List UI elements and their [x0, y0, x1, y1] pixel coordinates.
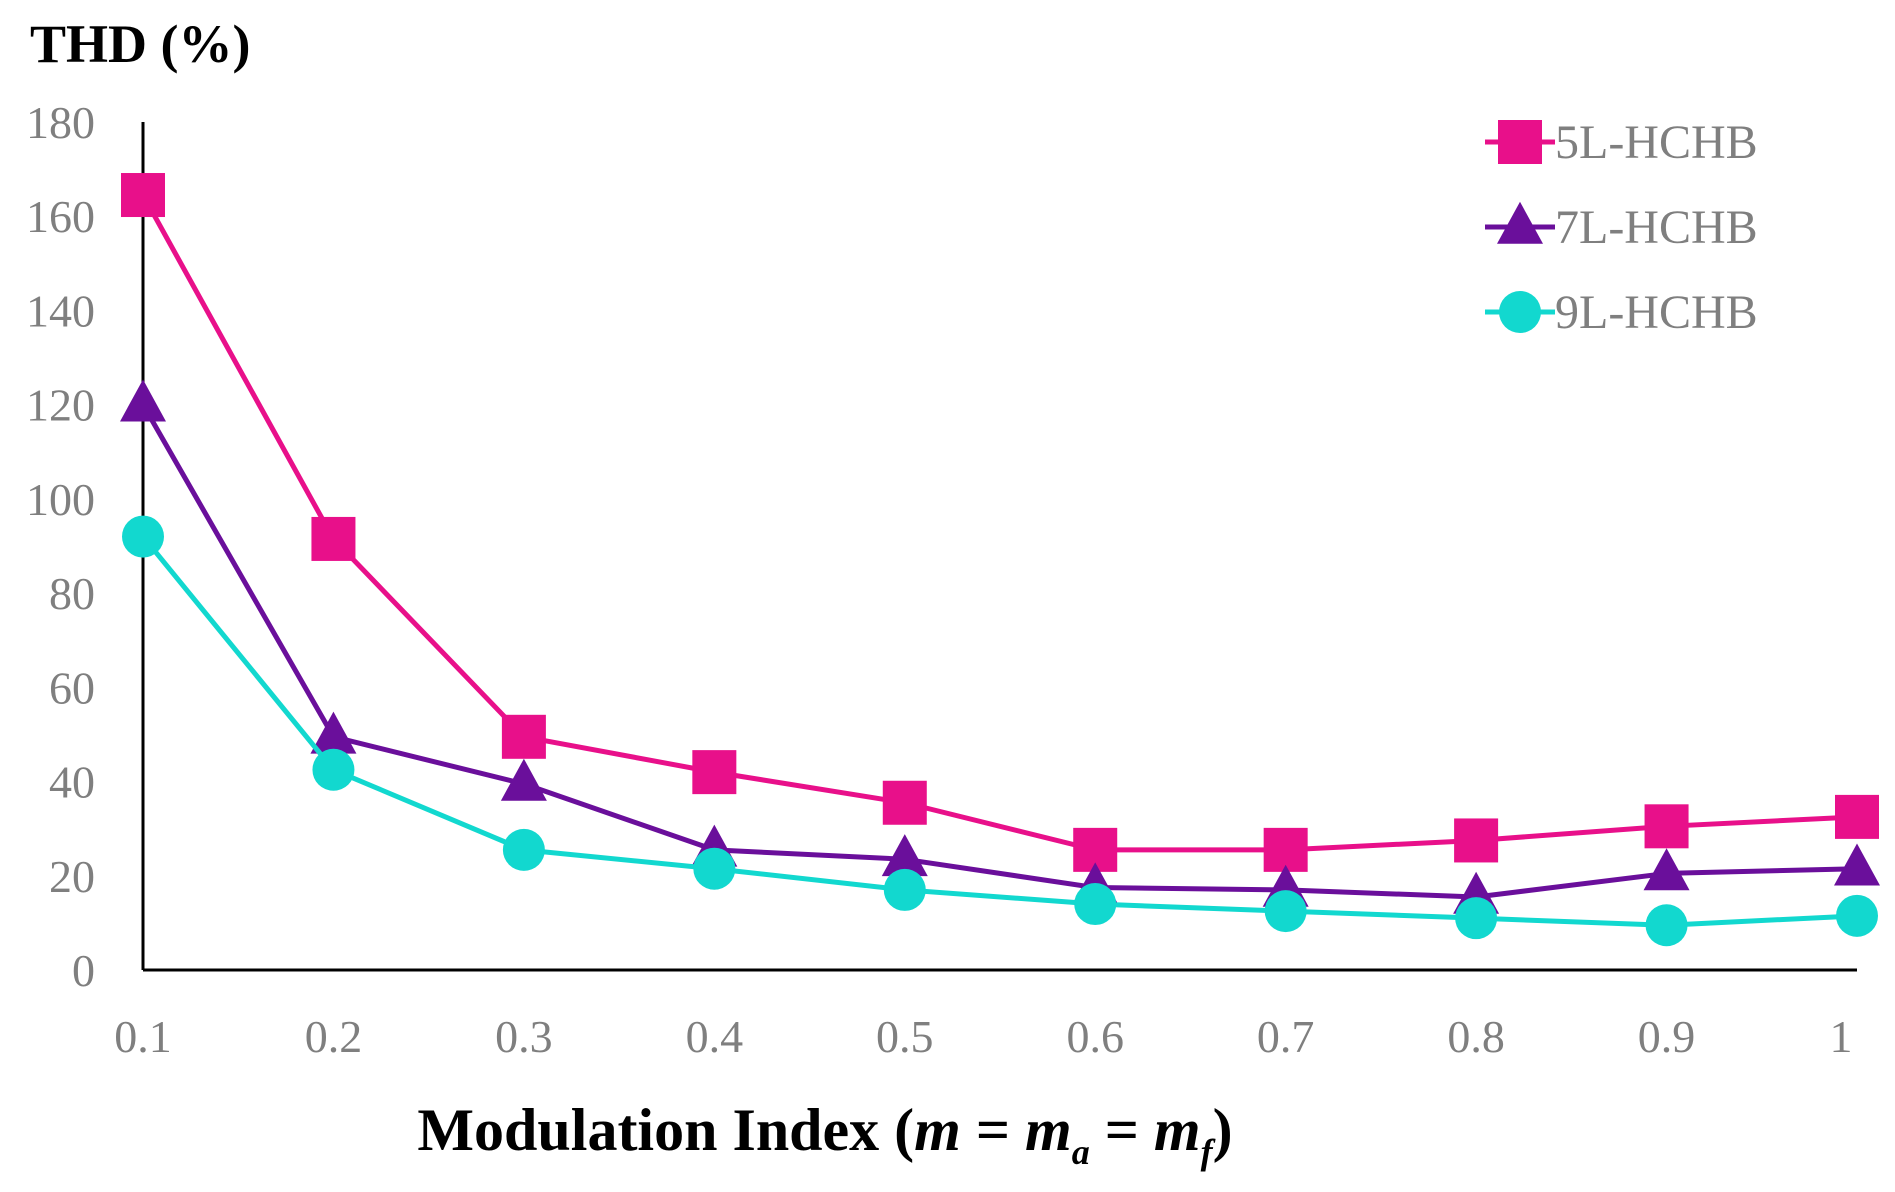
plot-area: 0 20 40 60 80 100 120 140 160 180 0.1 0.2 0.3 0.4 0.5 0…: [26, 97, 1880, 1062]
data-point-9l-hchb: [312, 748, 355, 791]
x-tick-label: 0.5: [876, 1011, 934, 1062]
x-axis-title: Modulation Index (m = ma = mf): [417, 1097, 1232, 1172]
x-axis-title-ma-sub: a: [1072, 1132, 1090, 1172]
data-point-7l-hchb: [1834, 843, 1880, 886]
legend-label: 5L-HCHB: [1555, 116, 1758, 169]
y-tick-label: 80: [49, 568, 95, 619]
y-tick-label: 100: [26, 474, 95, 525]
data-point-5l-hchb: [121, 173, 165, 218]
legend-label: 7L-HCHB: [1555, 201, 1758, 254]
x-tick-label: 0.8: [1447, 1011, 1505, 1062]
data-point-9l-hchb: [122, 515, 164, 558]
data-point-5l-hchb: [1454, 818, 1499, 863]
data-point-5l-hchb: [692, 750, 737, 795]
y-tick-label: 140: [26, 285, 95, 336]
x-axis-title-eq2: =: [1090, 1097, 1154, 1163]
y-tick-label: 0: [72, 945, 95, 996]
x-tick-label: 0.4: [686, 1011, 744, 1062]
x-axis-title-mf-base: m: [1154, 1097, 1201, 1163]
data-point-5l-hchb: [501, 714, 546, 759]
data-point-7l-hchb: [500, 758, 547, 801]
series-line-9l-hchb: [141, 534, 1858, 928]
legend: 5L-HCHB 7L-HCHB 9L-HCHB: [1485, 116, 1758, 339]
x-axis-title-m: m: [914, 1097, 961, 1163]
legend-marker: [1499, 291, 1541, 333]
y-tick-label: 120: [26, 380, 95, 431]
x-axis-title-prefix: Modulation Index (: [417, 1097, 914, 1163]
series-line-5l-hchb: [140, 193, 1858, 853]
x-tick-label: 0.2: [305, 1011, 363, 1062]
y-tick-label: 160: [26, 191, 95, 242]
y-tick-label: 180: [26, 97, 95, 148]
x-tick-label: 0.9: [1638, 1011, 1696, 1062]
data-point-7l-hchb: [1643, 848, 1690, 891]
data-point-9l-hchb: [1836, 894, 1878, 937]
y-tick-label: 40: [49, 757, 95, 808]
data-point-7l-hchb: [310, 711, 357, 754]
x-tick-label: 0.6: [1066, 1011, 1124, 1062]
data-point-9l-hchb: [1074, 883, 1117, 926]
data-point-5l-hchb: [1263, 827, 1308, 872]
data-point-5l-hchb: [1835, 794, 1879, 839]
x-axis-title-suffix: ): [1213, 1097, 1233, 1163]
data-point-9l-hchb: [883, 868, 926, 911]
y-tick-label: 20: [49, 851, 95, 902]
y-tick-label: 60: [49, 662, 95, 713]
x-axis-title-ma-base: m: [1025, 1097, 1072, 1163]
x-tick-label: 1: [1830, 1011, 1853, 1062]
data-point-9l-hchb: [1455, 897, 1498, 940]
x-axis-title-mf-sub: f: [1201, 1132, 1216, 1172]
x-tick-label: 0.1: [114, 1011, 172, 1062]
x-axis-title-eq1: =: [961, 1097, 1025, 1163]
data-point-7l-hchb: [120, 379, 166, 422]
data-point-5l-hchb: [1644, 804, 1689, 849]
data-point-9l-hchb: [502, 828, 545, 871]
series-line-7l-hchb: [140, 403, 1858, 900]
data-point-9l-hchb: [1264, 890, 1307, 933]
legend-label: 9L-HCHB: [1555, 286, 1758, 339]
x-tick-label: 0.3: [495, 1011, 553, 1062]
x-tick-label: 0.7: [1257, 1011, 1315, 1062]
data-point-9l-hchb: [1645, 904, 1688, 947]
y-axis-title: THD (%): [30, 14, 250, 74]
legend-marker: [1498, 120, 1542, 164]
legend-marker: [1497, 201, 1543, 244]
data-point-5l-hchb: [882, 780, 927, 825]
data-point-7l-hchb: [881, 834, 928, 877]
data-point-9l-hchb: [693, 847, 736, 890]
data-point-5l-hchb: [311, 516, 356, 561]
